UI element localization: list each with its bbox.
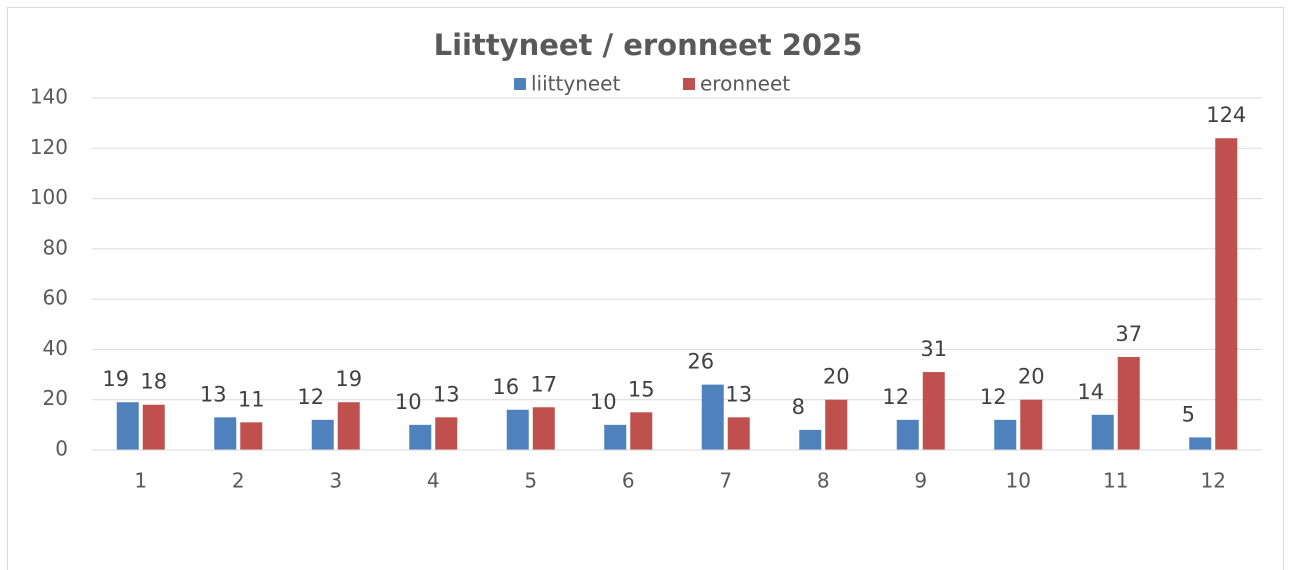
bar bbox=[1020, 399, 1043, 450]
x-tick-label: 6 bbox=[622, 469, 635, 493]
data-label: 26 bbox=[687, 350, 714, 374]
x-tick-label: 1 bbox=[134, 469, 147, 493]
bar bbox=[922, 372, 945, 450]
data-label: 12 bbox=[980, 385, 1007, 409]
bar bbox=[240, 422, 263, 450]
bar bbox=[994, 419, 1017, 450]
x-tick-label: 5 bbox=[524, 469, 537, 493]
data-label: 20 bbox=[1018, 365, 1045, 389]
bar bbox=[409, 424, 432, 450]
bar bbox=[630, 412, 653, 450]
y-tick-label: 0 bbox=[55, 437, 68, 461]
data-label: 12 bbox=[297, 385, 324, 409]
x-tick-label: 7 bbox=[719, 469, 732, 493]
bar bbox=[604, 424, 627, 450]
x-tick-label: 2 bbox=[232, 469, 245, 493]
legend-swatch bbox=[683, 78, 695, 90]
bar bbox=[727, 417, 750, 450]
legend-swatch bbox=[514, 78, 526, 90]
data-label: 5 bbox=[1182, 402, 1195, 426]
chart-frame bbox=[7, 7, 1284, 570]
data-label: 16 bbox=[492, 375, 519, 399]
data-label: 10 bbox=[395, 390, 422, 414]
bar bbox=[701, 384, 724, 450]
y-tick-label: 140 bbox=[30, 85, 68, 109]
y-tick-label: 120 bbox=[30, 135, 68, 159]
legend-label: eronneet bbox=[700, 72, 790, 96]
data-label: 11 bbox=[238, 387, 265, 411]
data-label: 124 bbox=[1206, 103, 1246, 127]
x-tick-label: 4 bbox=[427, 469, 440, 493]
data-label: 10 bbox=[590, 390, 617, 414]
bar bbox=[532, 407, 555, 450]
bar bbox=[116, 402, 139, 450]
data-label: 19 bbox=[102, 367, 129, 391]
data-label: 14 bbox=[1077, 380, 1104, 404]
data-label: 19 bbox=[335, 367, 362, 391]
bar bbox=[1091, 414, 1114, 450]
data-label: 20 bbox=[823, 365, 850, 389]
data-label: 31 bbox=[920, 337, 947, 361]
data-label: 13 bbox=[725, 382, 752, 406]
bar bbox=[896, 419, 919, 450]
y-tick-label: 60 bbox=[43, 286, 68, 310]
bar bbox=[825, 399, 848, 450]
x-tick-label: 9 bbox=[914, 469, 927, 493]
bar bbox=[506, 409, 529, 450]
x-tick-label: 10 bbox=[1006, 469, 1031, 493]
x-tick-label: 3 bbox=[329, 469, 342, 493]
chart-title: Liittyneet / eronneet 2025 bbox=[434, 28, 863, 62]
data-label: 17 bbox=[530, 372, 557, 396]
y-tick-label: 40 bbox=[43, 336, 68, 360]
data-label: 37 bbox=[1115, 322, 1142, 346]
y-tick-label: 20 bbox=[43, 386, 68, 410]
y-tick-label: 100 bbox=[30, 185, 68, 209]
y-tick-label: 80 bbox=[43, 235, 68, 259]
data-label: 8 bbox=[792, 395, 805, 419]
x-tick-label: 11 bbox=[1103, 469, 1128, 493]
data-label: 15 bbox=[628, 377, 655, 401]
data-label: 13 bbox=[433, 382, 460, 406]
bar bbox=[1215, 138, 1238, 450]
bar bbox=[1117, 356, 1140, 450]
bar bbox=[142, 404, 165, 450]
bar bbox=[337, 402, 360, 450]
x-tick-label: 12 bbox=[1201, 469, 1226, 493]
bar bbox=[1189, 437, 1212, 450]
bar bbox=[311, 419, 334, 450]
bar bbox=[435, 417, 458, 450]
legend-label: liittyneet bbox=[531, 72, 620, 96]
data-label: 12 bbox=[882, 385, 909, 409]
data-label: 13 bbox=[200, 382, 227, 406]
data-label: 18 bbox=[140, 370, 167, 394]
bar bbox=[799, 429, 822, 450]
bar bbox=[214, 417, 237, 450]
x-tick-label: 8 bbox=[817, 469, 830, 493]
